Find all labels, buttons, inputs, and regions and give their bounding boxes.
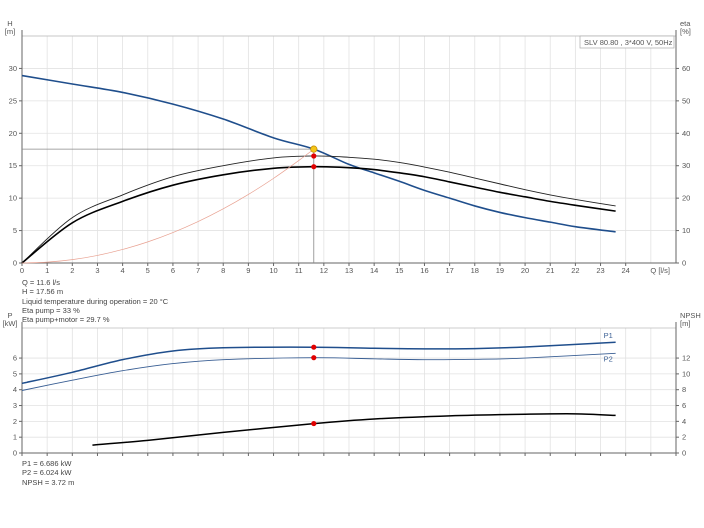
x-tick-label: 1 bbox=[45, 266, 49, 275]
y-tick-label-right: 6 bbox=[682, 401, 686, 410]
x-tick-label: 22 bbox=[571, 266, 579, 275]
x-tick-label: 18 bbox=[471, 266, 479, 275]
y-axis-unit-left: [kW] bbox=[3, 319, 18, 328]
info-q: Q = 11.6 l/s bbox=[22, 278, 61, 287]
y-tick-label-left: 0 bbox=[13, 449, 17, 458]
y-tick-label-right: 0 bbox=[682, 449, 686, 458]
x-tick-label: 11 bbox=[295, 266, 303, 275]
x-tick-label: 13 bbox=[345, 266, 353, 275]
y-axis-label-left: P bbox=[7, 311, 12, 320]
x-tick-label: 16 bbox=[420, 266, 428, 275]
series-line-eta-pump bbox=[21, 155, 616, 264]
marker-eta-pump bbox=[311, 153, 317, 159]
y-tick-label-left: 15 bbox=[9, 161, 17, 170]
y-tick-label-left: 25 bbox=[9, 96, 17, 105]
x-tick-label: 3 bbox=[95, 266, 99, 275]
y-tick-label-left: 5 bbox=[13, 369, 17, 378]
x-tick-label: 24 bbox=[622, 266, 630, 275]
y-axis-label-left: H bbox=[7, 19, 12, 28]
y-tick-label-right: 60 bbox=[682, 64, 690, 73]
y-tick-label-right: 8 bbox=[682, 385, 686, 394]
y-axis-unit-right: [%] bbox=[680, 27, 691, 36]
info-eta-pump-motor: Eta pump+motor = 29.7 % bbox=[22, 315, 110, 325]
y-tick-label-left: 4 bbox=[13, 385, 17, 394]
y-tick-label-left: 30 bbox=[9, 64, 17, 73]
marker-p2 bbox=[311, 355, 317, 361]
info-eta-pump: Eta pump = 33 % bbox=[22, 305, 80, 315]
duty-info-bottom: P1 = 6.686 kW P2 = 6.024 kW NPSH = 3.72 … bbox=[22, 459, 74, 487]
info-temperature: Liquid temperature during operation = 20… bbox=[22, 296, 169, 306]
series-label-P1: P1 bbox=[604, 331, 613, 340]
series-line-eta-pump-motor bbox=[21, 165, 616, 264]
y-tick-label-left: 3 bbox=[13, 401, 17, 410]
y-tick-label-right: 2 bbox=[682, 433, 686, 442]
y-tick-label-right: 20 bbox=[682, 194, 690, 203]
info-h: H = 17.56 m bbox=[22, 287, 64, 297]
info-p1: P1 = 6.686 kW bbox=[22, 459, 72, 468]
x-tick-label: 20 bbox=[521, 266, 529, 275]
y-tick-label-left: 10 bbox=[9, 194, 17, 203]
x-axis-label: Q [l/s] bbox=[650, 266, 670, 275]
y-tick-label-left: 1 bbox=[13, 433, 17, 442]
x-tick-label: 0 bbox=[20, 266, 24, 275]
x-tick-label: 5 bbox=[146, 266, 150, 275]
y-axis-unit-left: [m] bbox=[5, 27, 15, 36]
info-p2: P2 = 6.024 kW bbox=[22, 468, 72, 478]
x-tick-label: 8 bbox=[221, 266, 225, 275]
x-tick-label: 4 bbox=[121, 266, 125, 275]
y-axis-label-right: NPSH bbox=[680, 311, 701, 320]
y-tick-label-right: 0 bbox=[682, 259, 686, 268]
y-tick-label-right: 12 bbox=[682, 354, 690, 363]
series-line-P1 bbox=[21, 341, 616, 385]
x-tick-label: 2 bbox=[70, 266, 74, 275]
y-tick-label-right: 30 bbox=[682, 161, 690, 170]
y-axis-unit-right: [m] bbox=[680, 319, 690, 328]
y-tick-label-right: 10 bbox=[682, 226, 690, 235]
series-line-NPSH bbox=[92, 413, 616, 446]
y-tick-label-left: 0 bbox=[13, 259, 17, 268]
series-line-H bbox=[21, 74, 616, 233]
x-tick-label: 7 bbox=[196, 266, 200, 275]
x-tick-label: 10 bbox=[269, 266, 277, 275]
y-tick-label-right: 50 bbox=[682, 96, 690, 105]
y-tick-label-right: 40 bbox=[682, 129, 690, 138]
marker-p1 bbox=[311, 344, 317, 350]
marker-npsh bbox=[311, 420, 317, 427]
series-line-P2 bbox=[21, 352, 616, 391]
y-tick-label-left: 5 bbox=[13, 226, 17, 235]
legend-box-text: SLV 80.80 , 3*400 V, 50Hz bbox=[584, 38, 673, 47]
y-tick-label-left: 2 bbox=[13, 417, 17, 426]
duty-point-marker bbox=[310, 145, 318, 153]
y-tick-label-right: 10 bbox=[682, 369, 690, 378]
info-npsh: NPSH = 3.72 m bbox=[22, 477, 75, 487]
x-tick-label: 15 bbox=[395, 266, 403, 275]
y-tick-label-right: 4 bbox=[682, 417, 686, 426]
y-axis-label-right: eta bbox=[680, 19, 691, 28]
y-tick-label-left: 20 bbox=[9, 129, 17, 138]
duty-info-top: Q = 11.6 l/s H = 17.56 m Liquid temperat… bbox=[22, 278, 168, 324]
x-tick-label: 23 bbox=[596, 266, 604, 275]
x-tick-label: 19 bbox=[496, 266, 504, 275]
x-tick-label: 12 bbox=[320, 266, 328, 275]
x-tick-label: 21 bbox=[546, 266, 554, 275]
legend-box bbox=[579, 35, 675, 49]
x-tick-label: 14 bbox=[370, 266, 378, 275]
series-label-P2: P2 bbox=[604, 354, 613, 363]
x-tick-label: 9 bbox=[246, 266, 250, 275]
x-tick-label: 6 bbox=[171, 266, 175, 275]
series-line-system bbox=[21, 148, 314, 264]
marker-eta-pump-motor bbox=[311, 164, 317, 170]
x-tick-label: 17 bbox=[445, 266, 453, 275]
y-tick-label-left: 6 bbox=[13, 354, 17, 363]
